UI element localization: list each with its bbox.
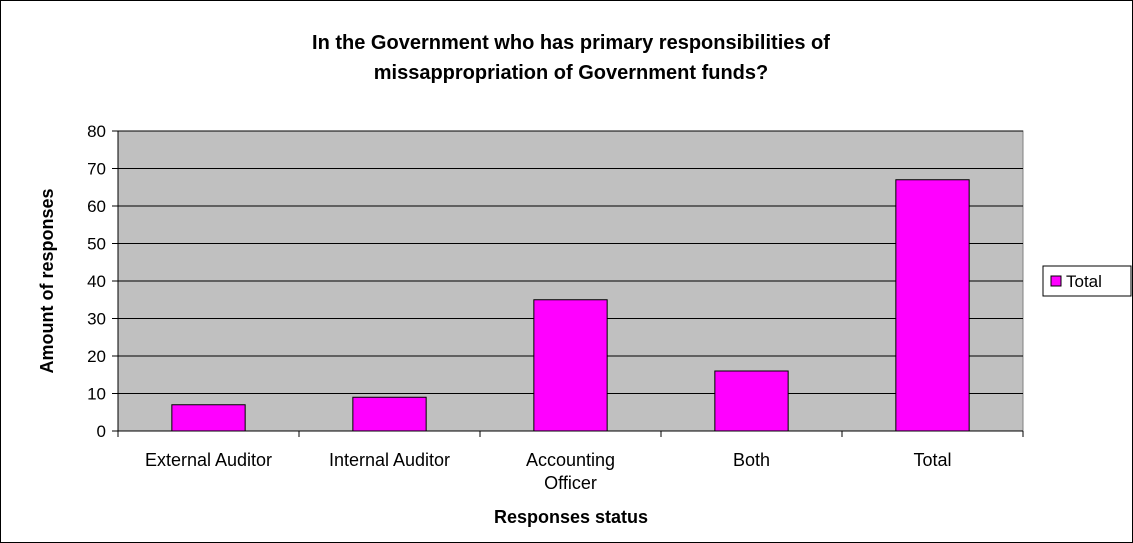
- legend-swatch: [1050, 275, 1062, 287]
- chart-title: In the Government who has primary respon…: [312, 32, 830, 84]
- y-tick-label: 50: [87, 235, 106, 254]
- y-tick-label: 30: [87, 310, 106, 329]
- y-tick-label: 60: [87, 197, 106, 216]
- y-tick-label: 0: [97, 422, 106, 441]
- x-category-label: Accounting Officer: [526, 450, 615, 493]
- x-category-label: External Auditor: [145, 450, 272, 470]
- y-tick-label: 40: [87, 272, 106, 291]
- axes: [112, 130, 1024, 437]
- y-tick-label: 10: [87, 385, 106, 404]
- bar: [714, 370, 789, 432]
- x-category-label: Total: [913, 450, 951, 470]
- y-tick-labels: 0 10 20 30 40 50 60 70 80: [87, 122, 106, 441]
- chart-title-line: missappropriation of Government funds?: [374, 62, 768, 84]
- bar: [895, 179, 970, 432]
- bar: [352, 396, 427, 432]
- bars: [171, 179, 970, 432]
- x-category-label: Internal Auditor: [329, 450, 450, 470]
- bar: [171, 404, 246, 432]
- chart-title-line: In the Government who has primary respon…: [312, 32, 830, 54]
- x-axis-title: Responses status: [494, 507, 648, 527]
- y-axis-title: Amount of responses: [37, 188, 57, 373]
- x-category-labels: External Auditor Internal Auditor Accounti…: [145, 450, 952, 493]
- bar: [533, 299, 608, 432]
- y-tick-label: 70: [87, 160, 106, 179]
- legend: Total: [1042, 265, 1132, 297]
- gridlines: [118, 130, 1023, 394]
- y-tick-label: 20: [87, 347, 106, 366]
- y-tick-label: 80: [87, 122, 106, 141]
- legend-label: Total: [1066, 272, 1102, 291]
- x-category-label: Both: [733, 450, 770, 470]
